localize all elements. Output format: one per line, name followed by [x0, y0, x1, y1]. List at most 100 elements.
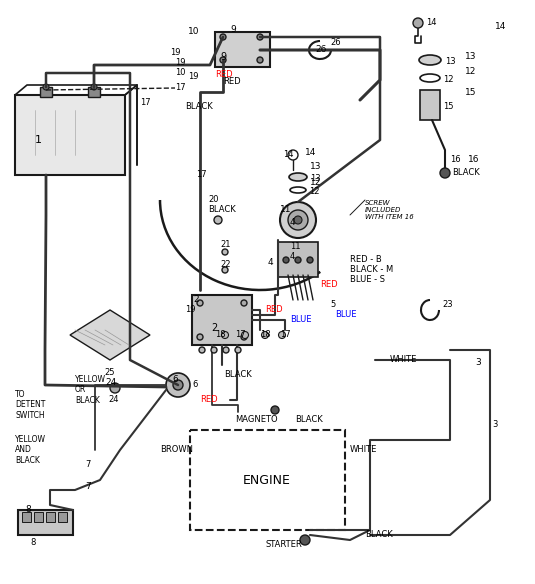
Text: 8: 8	[25, 505, 30, 514]
Circle shape	[197, 300, 203, 306]
Text: RED: RED	[265, 305, 282, 314]
Text: 18: 18	[215, 330, 226, 339]
Text: 12: 12	[309, 187, 319, 196]
Text: MAGNETO: MAGNETO	[235, 415, 278, 424]
Bar	[40, 87, 52, 97]
Text: BLACK: BLACK	[295, 415, 323, 424]
Text: 24: 24	[108, 395, 118, 404]
Text: 13: 13	[465, 52, 477, 61]
Text: BLACK: BLACK	[208, 205, 236, 214]
Text: 16: 16	[450, 155, 461, 164]
Circle shape	[271, 406, 279, 414]
Bar	[58, 512, 67, 522]
Text: 17: 17	[235, 330, 246, 339]
Text: 9: 9	[230, 25, 236, 34]
Polygon shape	[70, 310, 150, 360]
Text: RED: RED	[200, 395, 218, 404]
Text: 10: 10	[175, 68, 186, 77]
Text: BLUE: BLUE	[290, 315, 311, 324]
Circle shape	[220, 34, 226, 40]
Circle shape	[211, 347, 217, 353]
Text: 19: 19	[170, 48, 180, 57]
Circle shape	[307, 257, 313, 263]
Bar	[15, 95, 125, 175]
Circle shape	[279, 332, 286, 339]
Circle shape	[294, 216, 302, 224]
Bar	[190, 430, 345, 530]
Circle shape	[43, 84, 49, 90]
Text: 23: 23	[442, 300, 453, 309]
Circle shape	[257, 34, 263, 40]
Circle shape	[222, 267, 228, 273]
Text: BLACK: BLACK	[365, 530, 393, 539]
Circle shape	[173, 380, 183, 390]
Text: 5: 5	[330, 300, 335, 309]
Circle shape	[440, 168, 450, 178]
Text: TO
DETENT
SWITCH: TO DETENT SWITCH	[15, 390, 45, 420]
Text: 4: 4	[290, 218, 296, 227]
Text: 3: 3	[492, 420, 498, 429]
Text: 13: 13	[310, 162, 322, 171]
Text: BLACK - M: BLACK - M	[350, 265, 393, 274]
Text: 13: 13	[445, 57, 456, 66]
Text: 13: 13	[310, 174, 320, 183]
Text: 7: 7	[85, 482, 91, 491]
Text: 7: 7	[85, 460, 90, 469]
Text: 22: 22	[220, 260, 231, 269]
Text: 17: 17	[196, 170, 207, 179]
Text: 10: 10	[188, 27, 200, 36]
Text: 4: 4	[290, 252, 295, 261]
Text: 6: 6	[172, 375, 178, 384]
Bar	[22, 512, 31, 522]
Text: 3: 3	[475, 358, 481, 367]
Text: WHITE: WHITE	[390, 355, 417, 364]
Circle shape	[166, 373, 190, 397]
Text: RED: RED	[215, 70, 233, 79]
Text: 19: 19	[188, 72, 198, 81]
Text: 6: 6	[192, 380, 197, 389]
Ellipse shape	[289, 173, 307, 181]
Circle shape	[300, 535, 310, 545]
Text: 4: 4	[268, 258, 273, 267]
Text: 17: 17	[175, 83, 186, 92]
Text: ENGINE: ENGINE	[243, 474, 291, 486]
Circle shape	[199, 347, 205, 353]
Text: BLACK: BLACK	[185, 102, 213, 111]
Text: 21: 21	[220, 240, 231, 249]
Circle shape	[262, 332, 269, 339]
Circle shape	[222, 249, 228, 255]
Text: 18: 18	[260, 330, 271, 339]
Bar	[192, 295, 252, 345]
Text: 19: 19	[175, 58, 186, 67]
Circle shape	[235, 347, 241, 353]
Circle shape	[241, 332, 248, 339]
Circle shape	[220, 57, 226, 63]
Circle shape	[241, 334, 247, 340]
Text: 12: 12	[443, 75, 454, 84]
Text: YELLOW
OR
BLACK: YELLOW OR BLACK	[75, 375, 106, 405]
Text: 2: 2	[211, 323, 217, 333]
Text: BROWN: BROWN	[160, 445, 193, 454]
Text: SCREW
INCLUDED
WITH ITEM 16: SCREW INCLUDED WITH ITEM 16	[365, 200, 414, 220]
Text: BLUE: BLUE	[335, 310, 356, 319]
Text: 17: 17	[280, 330, 291, 339]
Text: 25: 25	[105, 368, 115, 377]
Text: 16: 16	[468, 155, 479, 164]
Text: 12: 12	[310, 178, 322, 187]
Text: 19: 19	[185, 305, 195, 314]
Text: STARTER: STARTER	[265, 540, 302, 549]
Circle shape	[221, 332, 228, 339]
Text: RED: RED	[320, 280, 338, 289]
Bar	[34, 512, 43, 522]
Text: 14: 14	[426, 18, 437, 27]
Text: BLACK: BLACK	[224, 370, 252, 379]
Bar	[88, 87, 100, 97]
Text: 14: 14	[495, 22, 506, 31]
Text: 14: 14	[305, 148, 316, 157]
Text: 2: 2	[193, 295, 198, 304]
Circle shape	[110, 383, 120, 393]
Text: 12: 12	[465, 67, 476, 76]
Circle shape	[197, 334, 203, 340]
Circle shape	[257, 57, 263, 63]
Bar	[420, 90, 440, 120]
